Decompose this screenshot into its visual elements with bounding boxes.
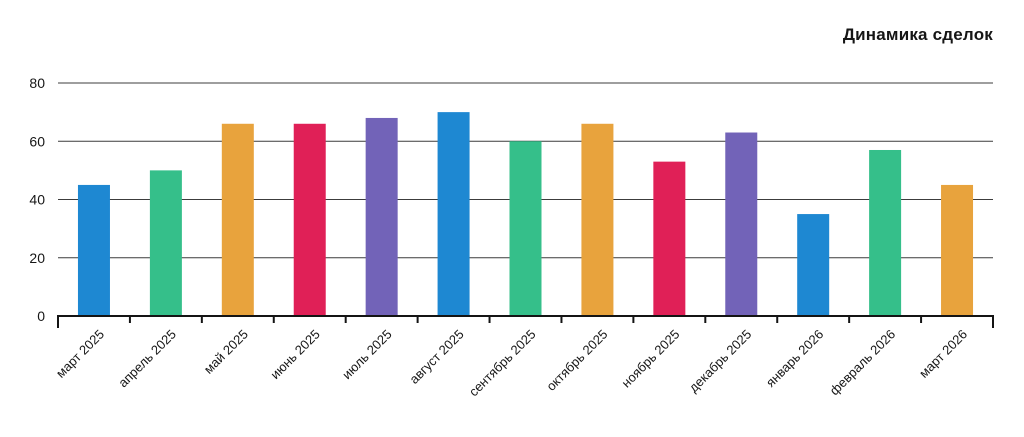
x-tick-label-group: апрель 2025 [115,327,179,391]
x-tick-label: январь 2026 [763,327,826,390]
y-tick-label: 80 [29,75,45,91]
x-tick-label-group: март 2025 [53,327,107,381]
bar[interactable] [653,161,686,316]
x-tick-label: май 2025 [201,327,251,377]
x-tick-label-group: март 2026 [916,327,970,381]
y-tick-label: 60 [29,133,45,149]
bar[interactable] [797,214,830,316]
bar[interactable] [293,123,326,317]
bar[interactable] [77,184,110,316]
y-tick-label: 40 [29,192,45,208]
x-tick-label-group: ноябрь 2025 [619,327,683,391]
x-tick-label-group: февраль 2026 [827,327,899,399]
x-tick-label: март 2025 [53,327,107,381]
x-tick-label: август 2025 [406,327,466,387]
bar[interactable] [365,117,398,316]
y-tick-label: 0 [37,308,45,324]
y-tick-label: 20 [29,250,45,266]
x-tick-label: ноябрь 2025 [619,327,683,391]
x-tick-label: апрель 2025 [115,327,179,391]
x-tick-label: март 2026 [916,327,970,381]
bar[interactable] [149,170,182,316]
x-tick-label: июнь 2025 [267,327,323,383]
x-tick-label-group: сентябрь 2025 [466,327,539,400]
x-tick-label: июль 2025 [339,327,395,383]
bar[interactable] [941,184,974,316]
x-tick-label-group: декабрь 2025 [686,327,755,396]
x-tick-label: сентябрь 2025 [466,327,539,400]
x-tick-label-group: январь 2026 [763,327,826,390]
bar[interactable] [437,112,470,316]
bar[interactable] [725,132,758,316]
x-tick-label-group: июль 2025 [339,327,395,383]
x-tick-label: октябрь 2025 [543,327,610,394]
bar[interactable] [509,141,542,316]
chart-title: Динамика сделок [842,25,993,44]
x-tick-label-group: август 2025 [406,327,466,387]
x-tick-label-group: октябрь 2025 [543,327,610,394]
bar[interactable] [221,123,254,317]
x-tick-label: декабрь 2025 [686,327,755,396]
x-tick-label-group: июнь 2025 [267,327,323,383]
x-tick-label-group: май 2025 [201,327,251,377]
bar[interactable] [581,123,614,317]
bar[interactable] [869,149,902,316]
x-tick-label: февраль 2026 [827,327,899,399]
